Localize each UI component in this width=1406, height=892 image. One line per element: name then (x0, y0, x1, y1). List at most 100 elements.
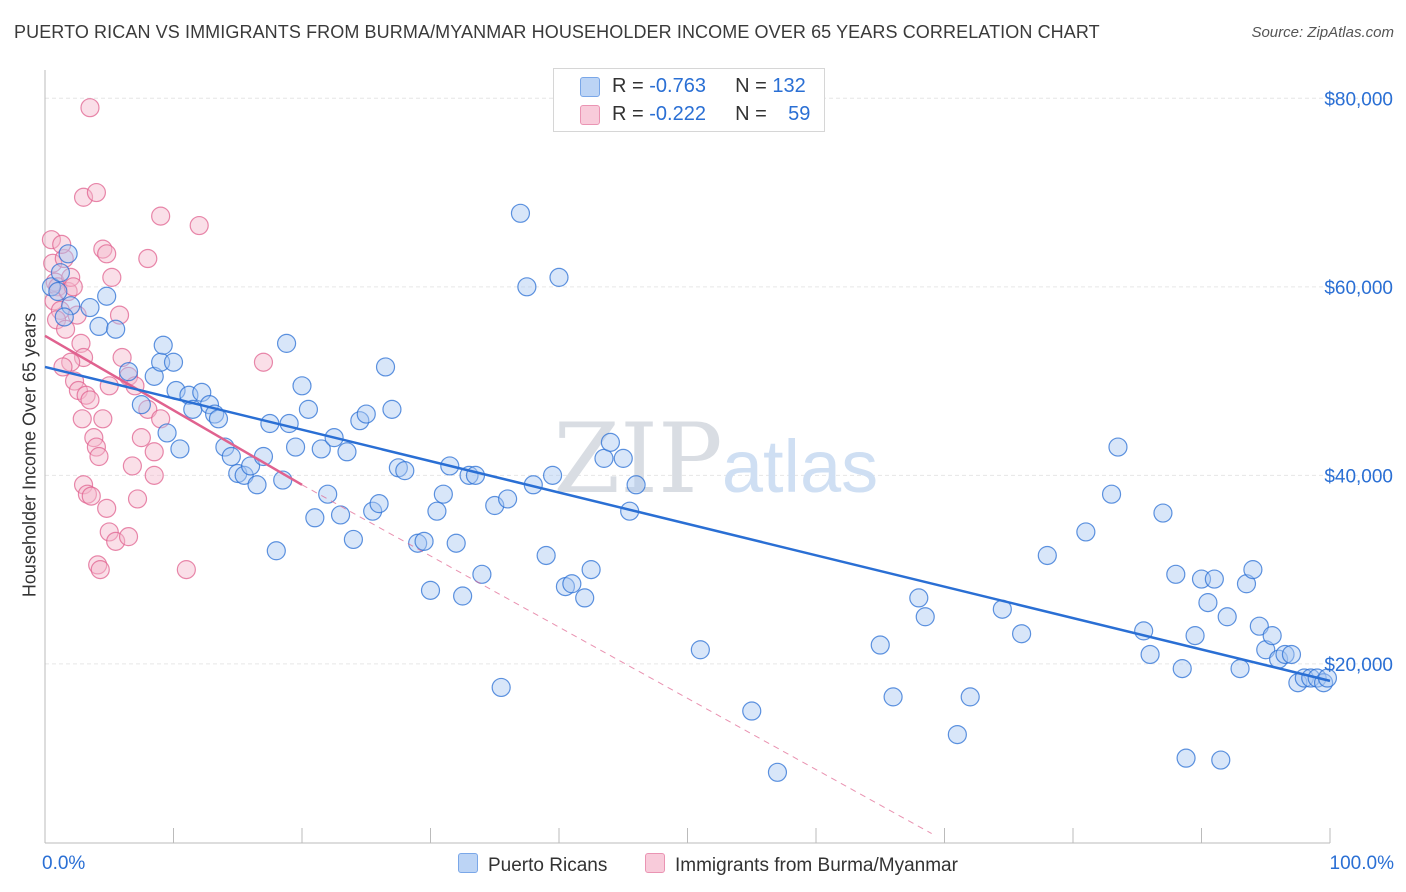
data-point (1185, 626, 1205, 646)
data-point (112, 347, 132, 368)
data-point (170, 439, 190, 459)
watermark-atlas: atlas (722, 425, 878, 508)
data-point (947, 724, 967, 745)
data-point (144, 465, 164, 485)
data-point (613, 448, 633, 468)
data-point (81, 486, 101, 506)
data-point (73, 475, 94, 495)
data-point (1101, 484, 1122, 504)
data-point (157, 423, 177, 443)
data-point (369, 494, 389, 514)
data-point (52, 234, 72, 254)
data-point (337, 442, 357, 462)
data-point (71, 333, 91, 353)
data-point (1249, 616, 1269, 636)
data-point (1275, 644, 1295, 665)
data-point (542, 465, 563, 485)
data-point (292, 376, 312, 396)
data-point (960, 687, 980, 707)
data-point (163, 352, 184, 372)
data-point (118, 362, 139, 382)
data-point (581, 560, 601, 580)
data-point (1176, 748, 1196, 768)
burma-series-points (41, 98, 274, 580)
data-point (909, 588, 929, 608)
data-point (311, 439, 331, 459)
data-point (221, 446, 241, 467)
data-point (276, 333, 297, 353)
data-point (64, 371, 85, 391)
data-point (122, 456, 142, 476)
data-point (1172, 659, 1192, 679)
data-point (305, 508, 325, 528)
data-point (446, 533, 466, 553)
data-point (80, 297, 100, 318)
data-point (742, 701, 762, 721)
data-point (106, 531, 126, 551)
legend-swatch-blue (580, 77, 600, 97)
data-point (118, 527, 139, 547)
data-point (363, 501, 383, 521)
y-tick-label: $20,000 (1324, 655, 1393, 676)
data-point (1256, 640, 1276, 660)
legend-r-label: R = (612, 75, 650, 97)
data-point (58, 244, 78, 264)
bottom-legend-puerto-ricans: Puerto Ricans (458, 853, 607, 877)
y-tick-labels: $20,000 $40,000 $60,000 $80,000 (1324, 89, 1393, 676)
chart-title: PUERTO RICAN VS IMMIGRANTS FROM BURMA/MY… (14, 22, 1100, 42)
data-point (41, 230, 62, 250)
data-point (562, 574, 582, 594)
data-point (433, 484, 453, 504)
data-point (870, 635, 890, 655)
data-point (285, 437, 306, 457)
data-point (253, 352, 274, 372)
data-point (498, 489, 518, 509)
legend-swatch-blue (458, 853, 478, 873)
data-point (86, 182, 107, 203)
data-point (89, 316, 109, 337)
data-point (536, 545, 556, 566)
data-point (427, 501, 447, 521)
data-point (915, 607, 935, 627)
data-point (414, 531, 434, 551)
data-point (1236, 574, 1257, 594)
data-point (575, 588, 595, 608)
data-point (102, 267, 122, 287)
axes (44, 70, 1331, 844)
data-point (61, 296, 81, 316)
bottom-legend-burma: Immigrants from Burma/Myanmar (645, 853, 958, 877)
data-point (131, 428, 151, 448)
data-point (1262, 626, 1282, 646)
data-point (1011, 624, 1032, 644)
trend-lines (44, 334, 1331, 835)
data-point (89, 446, 109, 467)
data-point (375, 357, 396, 377)
data-point (72, 409, 92, 429)
data-point (626, 475, 646, 495)
data-point (176, 560, 196, 580)
burma-trend-extension (301, 484, 932, 835)
data-point (90, 560, 110, 580)
data-point (97, 286, 117, 306)
data-point (1076, 522, 1096, 542)
data-point (63, 277, 83, 297)
data-point (594, 448, 614, 468)
watermark: ZIP atlas (553, 403, 878, 515)
legend-n-label: N = (735, 103, 773, 125)
data-point (690, 640, 710, 660)
data-point (234, 465, 254, 485)
legend-n-label: N = (735, 75, 773, 97)
data-point (767, 762, 788, 782)
y-tick-label: $40,000 (1324, 466, 1393, 487)
data-point (600, 432, 621, 452)
legend-n-value: 132 (772, 75, 806, 97)
data-point (144, 442, 164, 462)
data-point (50, 263, 71, 283)
data-point (99, 376, 119, 396)
data-point (1153, 503, 1173, 523)
legend-n-value: 59 (788, 103, 811, 125)
data-point (382, 399, 402, 419)
data-point (510, 203, 531, 223)
data-point (80, 98, 100, 118)
